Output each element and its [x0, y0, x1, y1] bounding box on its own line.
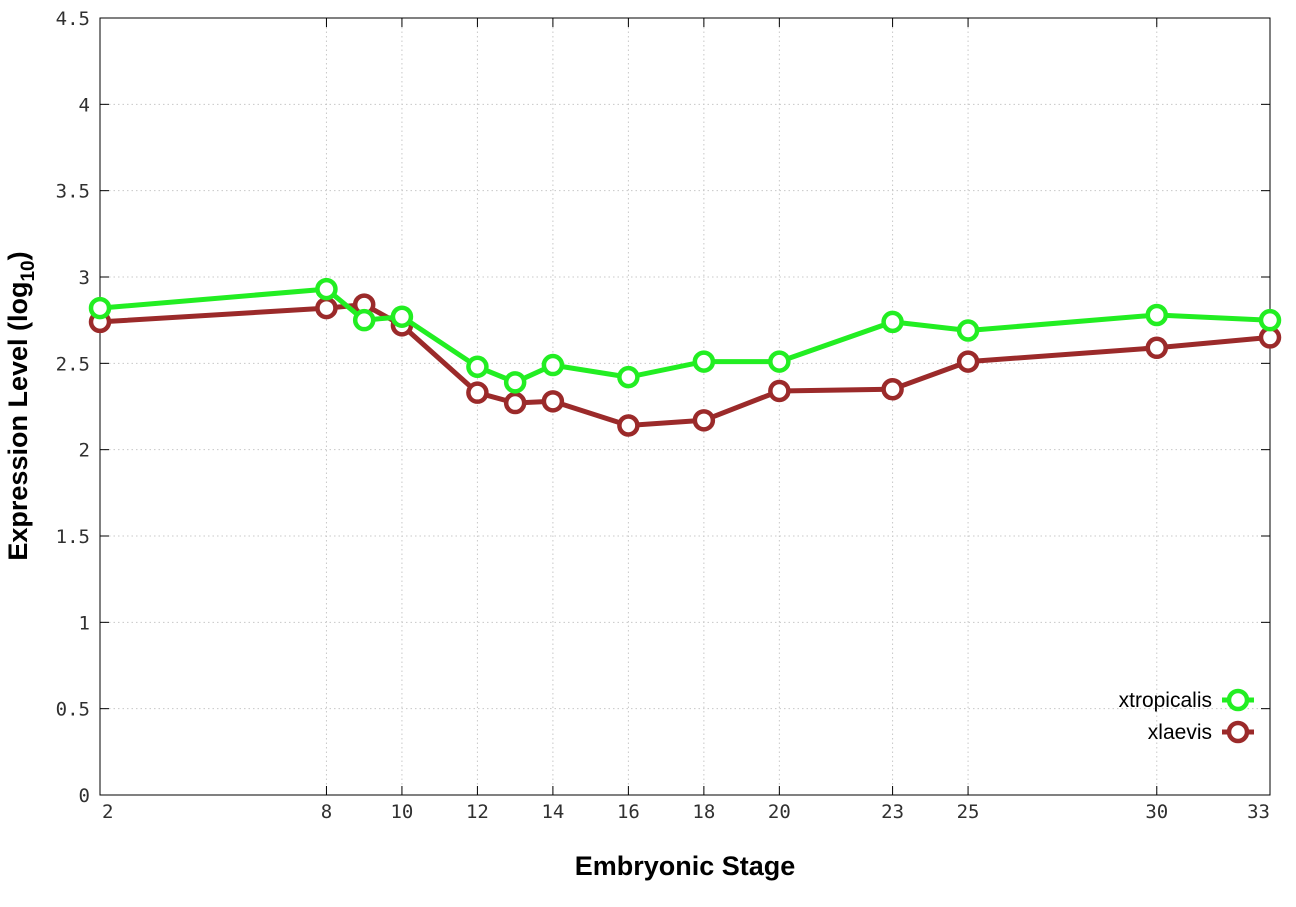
y-tick-label: 2.5: [56, 353, 90, 375]
data-point-xtropicalis: [617, 365, 640, 389]
x-axis-title: Embryonic Stage: [575, 851, 796, 881]
x-tick-label: 8: [321, 801, 332, 823]
x-tick-label: 20: [768, 801, 791, 823]
data-point-xlaevis: [617, 414, 640, 437]
y-axis-title-subscript: 10: [18, 260, 39, 281]
y-tick-label: 1: [79, 612, 90, 634]
legend-item-xlaevis: xlaevis: [1148, 720, 1254, 744]
x-tick-label: 18: [692, 801, 715, 823]
x-tick-label: 16: [617, 801, 640, 823]
series-lines: [88, 277, 1282, 437]
data-point-xlaevis: [503, 391, 527, 415]
x-tick-label: 23: [881, 801, 904, 823]
plot-border: [99, 17, 1271, 796]
legend-label: xlaevis: [1148, 721, 1212, 744]
y-tick-label: 4: [79, 94, 90, 116]
x-tick-label: 33: [1247, 801, 1270, 823]
data-point-xtropicalis: [352, 308, 376, 332]
legend-item-xtropicalis: xtropicalis: [1119, 688, 1254, 712]
data-point-xlaevis: [541, 390, 565, 413]
x-tick-label: 25: [957, 801, 980, 823]
y-tick-label: 0.5: [56, 699, 90, 721]
y-tick-label: 2: [79, 440, 90, 462]
y-tick-label: 0: [79, 785, 90, 807]
y-tick-label: 4.5: [56, 8, 90, 30]
data-point-xtropicalis: [881, 310, 904, 334]
y-tick-label: 3: [79, 267, 90, 289]
series-xtropicalis: [88, 277, 1282, 394]
data-point-xtropicalis: [956, 319, 980, 342]
data-point-xtropicalis: [88, 296, 112, 320]
data-point-xtropicalis: [541, 353, 565, 377]
data-point-xtropicalis: [390, 305, 414, 328]
data-point-xtropicalis: [503, 371, 527, 394]
data-point-xtropicalis: [466, 355, 489, 379]
data-point-xtropicalis: [692, 350, 716, 373]
data-point-xlaevis: [315, 296, 338, 320]
tick-labels: 0 0.5 1 1.5 2 2.5 3 3.5 4 4.5 2 8 10 12 14 16 18 20 23 25 30…: [56, 8, 1270, 823]
legend-label: xtropicalis: [1119, 689, 1212, 712]
data-point-xlaevis: [956, 350, 980, 373]
y-tick-label: 3.5: [56, 181, 90, 203]
legend-marker: [1226, 688, 1250, 712]
x-tick-label: 10: [390, 801, 413, 823]
legend: xtropicalis xlaevis: [1119, 688, 1254, 744]
legend-marker: [1226, 720, 1250, 744]
data-point-xtropicalis: [315, 277, 338, 301]
plot-background: [100, 18, 1270, 795]
y-axis-title-close: ): [3, 251, 33, 260]
x-tick-label: 30: [1145, 801, 1168, 823]
x-tick-label: 2: [102, 801, 113, 823]
data-point-xlaevis: [1145, 336, 1169, 360]
y-axis-title-main: Expression Level (log: [3, 282, 33, 561]
x-tick-label: 14: [541, 801, 564, 823]
x-tick-label: 12: [466, 801, 489, 823]
series-xlaevis: [88, 293, 1282, 437]
data-point-xlaevis: [881, 377, 904, 401]
data-point-xlaevis: [466, 381, 489, 404]
data-point-xlaevis: [692, 409, 716, 432]
data-point-xtropicalis: [768, 350, 791, 373]
data-point-xtropicalis: [1145, 303, 1169, 327]
axes: [99, 17, 1271, 796]
data-point-xtropicalis: [1258, 308, 1282, 332]
y-axis-title: Expression Level (log10): [3, 251, 39, 560]
y-tick-label: 1.5: [56, 526, 90, 548]
data-point-xlaevis: [768, 379, 791, 403]
